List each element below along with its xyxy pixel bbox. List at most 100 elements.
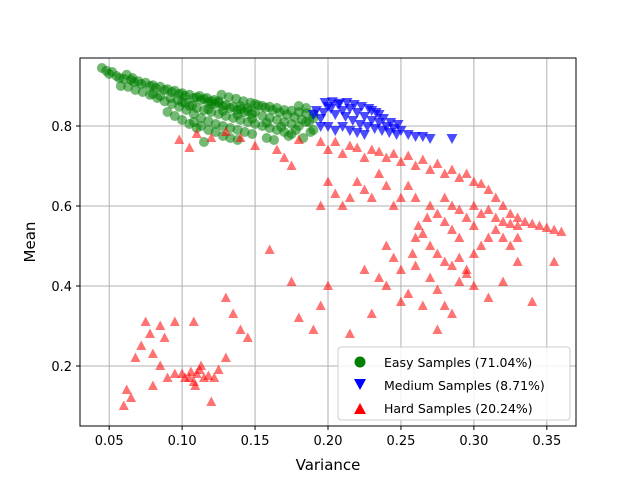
hard-point xyxy=(330,188,341,198)
hard-point xyxy=(147,380,158,390)
hard-point xyxy=(410,192,421,202)
hard-point xyxy=(498,232,509,242)
hard-point xyxy=(344,140,355,150)
x-tick-label: 0.25 xyxy=(386,434,415,449)
hard-point xyxy=(432,158,443,168)
easy-point xyxy=(184,119,195,129)
hard-point xyxy=(468,176,479,186)
hard-point xyxy=(337,200,348,210)
hard-point xyxy=(541,222,552,232)
hard-point xyxy=(461,168,472,178)
hard-point xyxy=(417,154,428,164)
easy-point xyxy=(261,117,272,128)
hard-point xyxy=(439,216,450,226)
hard-point xyxy=(403,150,414,160)
hard-point xyxy=(388,200,399,210)
hard-point xyxy=(191,128,202,138)
medium-point xyxy=(351,108,363,118)
easy-point xyxy=(217,105,228,116)
easy-point xyxy=(187,100,198,111)
hard-point xyxy=(315,200,326,210)
hard-point xyxy=(395,156,406,166)
hard-point xyxy=(410,232,421,242)
hard-point xyxy=(432,248,443,258)
hard-point xyxy=(337,148,348,158)
hard-point xyxy=(323,280,333,290)
hard-point xyxy=(395,296,406,306)
easy-point xyxy=(247,113,258,124)
hard-point xyxy=(425,240,436,250)
easy-point xyxy=(210,127,221,137)
hard-point xyxy=(454,172,465,182)
medium-point xyxy=(410,132,422,142)
hard-point xyxy=(323,176,333,186)
hard-point xyxy=(512,232,523,242)
hard-point xyxy=(468,280,479,290)
hard-point xyxy=(447,308,457,318)
easy-point xyxy=(169,111,180,121)
hard-point xyxy=(308,324,319,334)
hard-point xyxy=(155,320,166,330)
y-tick-label: 0.2 xyxy=(51,360,72,375)
hard-point xyxy=(374,168,385,178)
hard-point xyxy=(468,248,479,258)
axis-ticks: 0.05 0.10 0.15 0.20 0.25 0.30 0.35 0.2 0.4 0.6 0.8 xyxy=(51,120,561,449)
hard-point xyxy=(315,300,326,310)
easy-point xyxy=(290,125,301,135)
hard-point xyxy=(359,152,370,162)
hard-point xyxy=(145,328,156,338)
hard-point xyxy=(121,384,132,394)
hard-point xyxy=(286,276,297,286)
hard-point xyxy=(366,192,377,202)
x-tick-label: 0.05 xyxy=(95,434,124,449)
x-tick-label: 0.35 xyxy=(532,434,561,449)
easy-point xyxy=(232,109,243,120)
hard-point xyxy=(381,180,392,190)
medium-point xyxy=(315,122,327,132)
hard-point xyxy=(498,200,509,210)
easy-point xyxy=(162,107,173,117)
hard-point xyxy=(381,240,392,250)
hard-point xyxy=(213,364,224,374)
hard-point xyxy=(359,184,370,194)
hard-point xyxy=(185,366,196,376)
medium-point xyxy=(318,108,330,118)
hard-point xyxy=(235,324,246,334)
hard-point xyxy=(184,142,195,152)
hard-point xyxy=(454,252,465,262)
easy-point xyxy=(203,104,214,115)
hard-point xyxy=(556,226,567,236)
hard-point xyxy=(155,360,166,370)
easy-point xyxy=(115,81,126,91)
hard-point xyxy=(483,204,494,214)
hard-point xyxy=(505,208,516,218)
hard-point xyxy=(118,400,129,410)
x-axis-label: Variance xyxy=(296,456,361,474)
hard-point xyxy=(417,228,428,238)
hard-point xyxy=(395,192,406,202)
legend: Easy Samples (71.04%) Medium Samples (8.… xyxy=(337,346,571,421)
hard-point xyxy=(425,200,436,210)
hard-point xyxy=(286,160,297,170)
easy-point xyxy=(191,123,202,133)
hard-point xyxy=(220,352,231,362)
legend-hard-label: Hard Samples (20.24%) xyxy=(384,401,533,416)
hard-point xyxy=(190,380,201,390)
hard-point xyxy=(206,396,217,406)
hard-point xyxy=(323,144,333,154)
hard-point xyxy=(519,216,530,226)
hard-point xyxy=(196,360,207,370)
medium-point xyxy=(446,134,458,144)
medium-point xyxy=(337,106,349,116)
easy-point xyxy=(199,137,209,147)
legend-medium-marker xyxy=(354,379,366,390)
medium-point xyxy=(340,112,352,122)
easy-point xyxy=(305,127,316,137)
hard-point xyxy=(447,164,457,174)
hard-point xyxy=(220,292,231,302)
hard-point xyxy=(374,146,385,156)
data-points xyxy=(96,63,567,410)
hard-point xyxy=(293,312,304,322)
legend-hard-marker xyxy=(354,403,366,414)
hard-point xyxy=(512,256,523,266)
